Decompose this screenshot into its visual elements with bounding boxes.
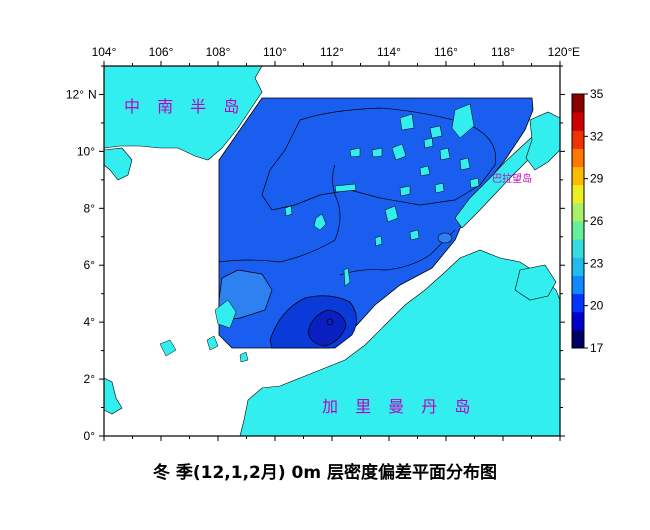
lon-tick-label: 112°: [320, 45, 344, 59]
colorbar-segment: [572, 311, 584, 331]
colorbar-segment: [572, 275, 584, 295]
island-reef-20: [423, 137, 434, 149]
colorbar-segment: [572, 184, 584, 204]
lat-tick-label: 12°: [66, 87, 84, 101]
philippines-fragment-south: [514, 264, 557, 301]
colorbar-segment: [572, 148, 584, 168]
lon-tick-label: 108°: [206, 45, 231, 59]
colorbar-segment: [572, 239, 584, 258]
colorbar-segment: [572, 329, 584, 349]
colorbar-tick-label: 20: [590, 299, 604, 313]
island-reef-10: [371, 147, 383, 158]
colorbar-segment: [572, 112, 584, 131]
island-reef-12: [459, 157, 471, 171]
lat-tick-label: 8°: [84, 201, 96, 215]
island-reef-15: [434, 182, 445, 194]
lon-tick-label: 118°: [491, 45, 515, 59]
colorbar-segment: [572, 293, 584, 313]
lat-tick-label: 6°: [84, 258, 96, 272]
figure-title: 冬 季(12,1,2月) 0m 层密度偏差平面分布图: [152, 463, 498, 483]
lon-tick-label: 110°: [263, 45, 287, 59]
lon-ticks-bottom: [103, 436, 561, 441]
colorbar-segment: [572, 94, 584, 113]
island-reef-17: [409, 229, 420, 241]
colorbar-segment: [572, 257, 584, 276]
colorbar-tick-label: 17: [590, 341, 604, 355]
lon-tick-label: 114°: [377, 45, 401, 59]
island-reef-3: [284, 205, 293, 217]
colorbar-tick-label: 23: [590, 256, 604, 270]
lat-tick-label: 2°: [84, 372, 96, 386]
island-reef-5: [334, 183, 357, 193]
lat-tick-label: 10°: [77, 144, 95, 158]
lon-ticks-top: 104° 106° 108° 110° 112° 114° 116° 118° 120° E: [92, 45, 580, 66]
colorbar-segment: [572, 166, 584, 186]
island-natuna-1: [214, 299, 237, 329]
lat-ticks-left: 0° 2° 4° 6° 8° 10° 12° N: [66, 65, 104, 443]
island-reef-7: [451, 103, 475, 139]
field-low-center: [326, 318, 334, 326]
lat-tick-label: 0°: [84, 429, 96, 443]
lon-unit-label: E: [572, 45, 580, 59]
colorbar: 17 20 23 26 29 32 35: [571, 87, 604, 355]
colorbar-segment: [572, 130, 584, 149]
island-reef-18: [349, 147, 361, 158]
lon-tick-label: 120°: [548, 45, 573, 59]
field-low-inner: [307, 309, 347, 347]
colorbar-tick-label: 26: [590, 214, 604, 228]
island-reef-6: [391, 143, 407, 161]
indochina-south-tip: [103, 147, 133, 181]
lon-tick-label: 104°: [92, 45, 117, 59]
lat-tick-label: 4°: [84, 315, 96, 329]
island-reef-11: [439, 147, 451, 161]
colorbar-segment: [572, 221, 584, 240]
island-small-sw: [239, 351, 249, 363]
island-reef-4: [384, 205, 399, 223]
island-reef-19: [469, 177, 480, 189]
island-reef-13: [419, 165, 431, 177]
island-natuna-2: [206, 335, 219, 351]
island-reef-1: [313, 213, 327, 231]
region-label-borneo: 加 里 曼 丹 岛: [322, 397, 476, 416]
colorbar-tick-label: 32: [590, 129, 604, 143]
colorbar-tick-label: 29: [590, 172, 604, 186]
colorbar-tick-label: 35: [590, 87, 604, 101]
region-label-indochina: 中 南 半 岛: [124, 97, 245, 116]
colorbar-segment: [572, 202, 584, 222]
land: [103, 65, 561, 437]
island-reef-14: [399, 185, 411, 197]
lat-ticks-right: [560, 65, 565, 437]
indochina-landmass: [103, 65, 263, 161]
lat-unit-label: N: [88, 87, 97, 101]
island-reef-8: [399, 113, 415, 131]
island-reef-16: [374, 235, 383, 247]
density-field: [218, 97, 534, 349]
island-reef-2: [343, 267, 351, 287]
island-anambas: [159, 339, 177, 357]
field-contour-a: [218, 164, 341, 263]
island-reef-9: [429, 125, 443, 139]
lon-tick-label: 116°: [434, 45, 458, 59]
philippines-fragment: [525, 111, 561, 171]
region-label-palawan: 巴拉望岛: [492, 172, 532, 185]
field-small-high: [437, 232, 453, 244]
lon-tick-label: 106°: [149, 45, 174, 59]
